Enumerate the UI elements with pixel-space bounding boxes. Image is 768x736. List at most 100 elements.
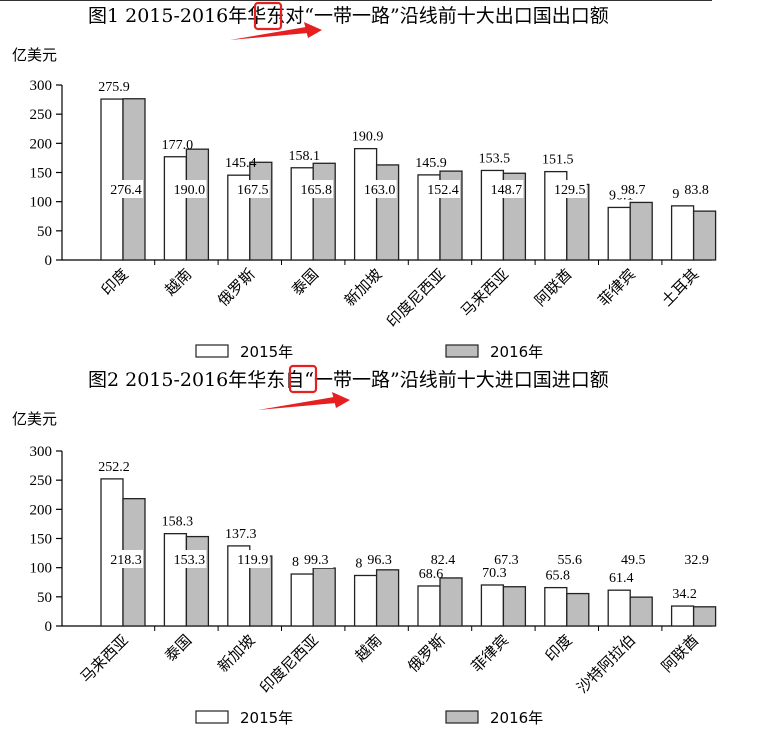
data-label-backing bbox=[235, 180, 270, 198]
x-tick-label: 阿联酋 bbox=[658, 631, 703, 676]
data-label-2015: 158.1 bbox=[288, 149, 320, 164]
data-label-backing bbox=[616, 180, 651, 198]
y-tick-label: 50 bbox=[37, 590, 52, 606]
data-label-backing bbox=[426, 550, 460, 568]
y-tick-label: 150 bbox=[30, 532, 53, 548]
data-label-2016: 32.9 bbox=[684, 553, 709, 568]
arrow-shaft bbox=[230, 27, 308, 40]
data-label-2015: 68.6 bbox=[419, 567, 444, 582]
x-tick-label: 菲律宾 bbox=[594, 265, 639, 310]
y-tick-label: 250 bbox=[30, 473, 53, 489]
data-label-2015: 61.4 bbox=[609, 571, 634, 586]
bar-2015 bbox=[163, 156, 188, 261]
bar-2016 bbox=[185, 148, 210, 261]
bar-2016 bbox=[692, 210, 717, 261]
x-tick-label: 新加坡 bbox=[341, 265, 386, 310]
bar-2016 bbox=[312, 162, 336, 261]
chart-title-suffix: “一带一路”沿线前十大进口国进口额 bbox=[304, 369, 608, 391]
x-tick-label: 印度尼西亚 bbox=[256, 631, 322, 697]
y-tick-label: 250 bbox=[30, 107, 53, 123]
data-label-backing bbox=[679, 180, 714, 198]
highlight-box bbox=[288, 364, 318, 394]
bar-2016 bbox=[439, 577, 463, 627]
chart-title-highlight-char: 对 bbox=[285, 5, 304, 27]
data-label-2015: 34.2 bbox=[672, 587, 697, 602]
x-tick-label: 阿联酋 bbox=[531, 265, 576, 310]
y-tick-label: 100 bbox=[30, 561, 53, 577]
bar-2015 bbox=[353, 574, 378, 627]
data-label-2016: 119.9 bbox=[237, 553, 268, 568]
highlight-box bbox=[253, 1, 283, 31]
y-axis-unit-label: 亿美元 bbox=[12, 410, 57, 428]
bar-2015 bbox=[163, 533, 188, 627]
data-label-backing bbox=[109, 180, 143, 198]
arrow-head bbox=[304, 22, 322, 38]
data-label-2016: 129.5 bbox=[554, 183, 586, 198]
chart-title: 图2 2015-2016年华东自“一带一路”沿线前十大进口国进口额 bbox=[88, 369, 609, 391]
y-tick-label: 300 bbox=[30, 78, 53, 94]
y-axis-unit-label: 亿美元 bbox=[12, 46, 57, 64]
x-tick-label: 马来西亚 bbox=[77, 631, 132, 686]
bar-2015 bbox=[607, 589, 631, 627]
data-label-backing bbox=[299, 180, 334, 198]
y-tick-label: 300 bbox=[30, 444, 53, 460]
data-label-2016: 163.0 bbox=[364, 183, 396, 198]
legend-label-2015: 2015年 bbox=[240, 343, 293, 361]
bar-2016 bbox=[312, 567, 336, 627]
legend-label-2016: 2016年 bbox=[490, 343, 543, 361]
legend-swatch-2016 bbox=[445, 344, 479, 358]
x-tick-label: 越南 bbox=[161, 265, 195, 299]
data-label-2015: 252.2 bbox=[98, 460, 130, 475]
legend-label-2015: 2015年 bbox=[240, 709, 293, 727]
x-tick-label: 印度 bbox=[98, 265, 132, 299]
data-label-2015: 190.9 bbox=[352, 130, 384, 145]
legend-swatch-2016 bbox=[445, 710, 479, 724]
bar-2016 bbox=[375, 569, 400, 627]
bar-2016 bbox=[629, 596, 653, 627]
chart-title-prefix: 图2 2015-2016年华东 bbox=[88, 369, 285, 391]
data-label-backing bbox=[109, 550, 143, 568]
bar-2015 bbox=[607, 206, 631, 261]
bar-2016 bbox=[692, 606, 717, 627]
data-label-backing bbox=[172, 180, 207, 198]
data-label-backing bbox=[552, 180, 587, 198]
x-tick-label: 菲律宾 bbox=[468, 631, 513, 676]
data-label-2015: 275.9 bbox=[98, 80, 130, 95]
x-tick-label: 印度 bbox=[542, 631, 576, 665]
data-label-backing bbox=[299, 550, 334, 568]
data-label-backing bbox=[679, 550, 714, 568]
x-tick-label: 俄罗斯 bbox=[404, 631, 449, 676]
data-label-2015: 65.8 bbox=[546, 569, 571, 584]
bar-2016 bbox=[629, 201, 653, 261]
y-tick-label: 0 bbox=[45, 253, 53, 269]
arrow-head bbox=[332, 392, 350, 408]
bar-2015 bbox=[290, 573, 314, 627]
chart-title-suffix: “一带一路”沿线前十大出口国出口额 bbox=[304, 5, 608, 27]
y-tick-label: 0 bbox=[45, 619, 53, 635]
data-label-2016: 152.4 bbox=[427, 183, 459, 198]
arrow-shaft bbox=[258, 397, 336, 410]
x-tick-label: 泰国 bbox=[288, 265, 322, 299]
data-label-2016: 148.7 bbox=[491, 183, 523, 198]
data-label-2015: 153.5 bbox=[479, 151, 511, 166]
data-label-backing bbox=[172, 550, 207, 568]
bar-2015 bbox=[544, 586, 568, 627]
bar-2016 bbox=[375, 164, 400, 261]
data-label-2016: 98.7 bbox=[621, 183, 646, 198]
x-tick-label: 印度尼西亚 bbox=[383, 265, 449, 331]
x-tick-label: 马来西亚 bbox=[457, 265, 512, 320]
data-label-2016: 153.3 bbox=[174, 553, 206, 568]
bar-2016 bbox=[249, 161, 273, 261]
data-label-2015: 151.5 bbox=[542, 153, 574, 168]
data-label-2016: 96.3 bbox=[367, 553, 392, 568]
bar-2016 bbox=[122, 98, 146, 261]
bar-2016 bbox=[502, 586, 527, 627]
data-label-2015: 145.9 bbox=[415, 156, 447, 171]
data-label-2016: 167.5 bbox=[237, 183, 269, 198]
data-label-2016: 190.0 bbox=[174, 183, 206, 198]
data-label-backing bbox=[426, 180, 460, 198]
data-label-2015: 158.3 bbox=[162, 515, 194, 530]
legend-label-2016: 2016年 bbox=[490, 709, 543, 727]
